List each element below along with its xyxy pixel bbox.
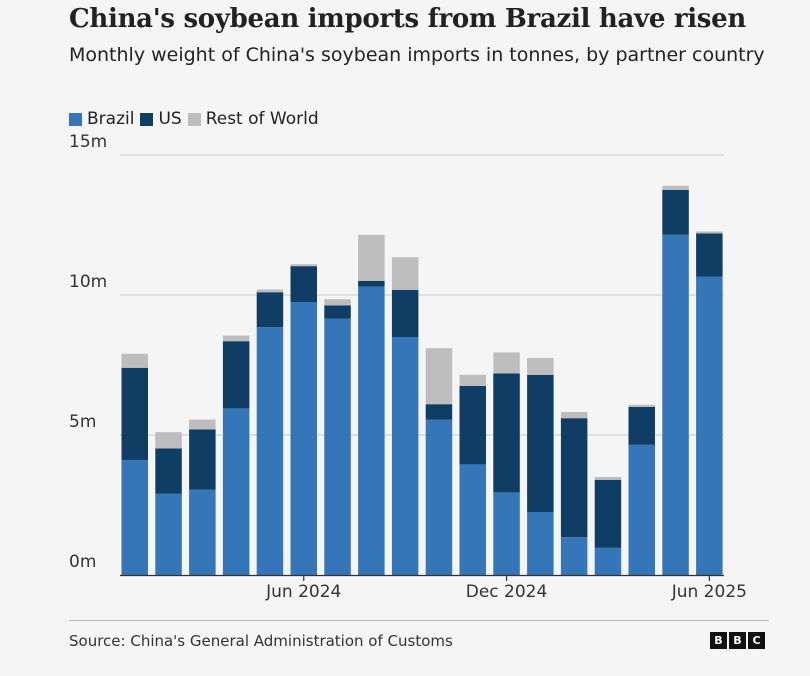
- bar-rest-of-world-2024-11: [459, 374, 486, 386]
- bbc-logo-letter: B: [729, 632, 746, 649]
- bar-rest-of-world-2024-02: [155, 432, 182, 449]
- bar-rest-of-world-2025-05: [662, 185, 689, 190]
- bar-us-2024-10: [425, 404, 453, 420]
- bar-brazil-2024-07: [324, 318, 351, 575]
- bar-rest-of-world-2024-04: [222, 335, 250, 342]
- bar-rest-of-world-2024-01: [121, 353, 148, 368]
- bar-rest-of-world-2024-07: [324, 299, 351, 306]
- legend-item-rest-of-world: Rest of World: [187, 109, 319, 129]
- y-tick-label: 0m: [69, 552, 96, 572]
- source-note: Source: China's General Administration o…: [69, 632, 453, 650]
- bar-us-2025-03: [594, 479, 622, 548]
- y-tick-label: 15m: [69, 132, 107, 152]
- bar-rest-of-world-2024-12: [493, 352, 520, 374]
- bar-us-2025-01: [527, 374, 554, 512]
- bar-rest-of-world-2025-06: [696, 231, 723, 234]
- bar-us-2025-05: [662, 190, 689, 235]
- bar-us-2024-01: [121, 367, 148, 461]
- y-tick-label: 10m: [69, 272, 107, 292]
- bar-us-2025-06: [696, 233, 723, 277]
- bar-brazil-2024-09: [391, 337, 419, 575]
- bar-brazil-2025-05: [662, 234, 689, 576]
- bar-brazil-2024-05: [256, 327, 284, 575]
- bar-brazil-2024-03: [189, 489, 216, 575]
- source-divider: [69, 620, 769, 621]
- bar-rest-of-world-2024-09: [391, 257, 419, 290]
- bar-us-2024-02: [155, 448, 182, 494]
- legend: Brazil US Rest of World: [69, 109, 325, 129]
- legend-label-rest-of-world: Rest of World: [205, 109, 319, 129]
- legend-swatch-brazil: [69, 112, 82, 126]
- bar-rest-of-world-2025-01: [527, 358, 554, 375]
- bbc-logo: B B C: [708, 632, 765, 649]
- bar-brazil-2024-06: [290, 302, 317, 575]
- bar-us-2024-04: [222, 341, 250, 409]
- bar-us-2025-02: [560, 418, 588, 538]
- bar-us-2024-05: [256, 292, 284, 328]
- bar-us-2024-11: [459, 386, 486, 465]
- x-tick-label: Jun 2025: [671, 582, 747, 602]
- stacked-bar-chart: 0m 5m 10m 15m Jun 2024 Dec 2024 Jun 2025: [69, 132, 747, 602]
- legend-swatch-rest-of-world: [187, 112, 201, 126]
- legend-item-brazil: Brazil: [69, 109, 134, 129]
- bar-rest-of-world-2024-08: [358, 234, 385, 281]
- bar-brazil-2024-11: [459, 464, 486, 575]
- bar-brazil-2024-01: [121, 460, 148, 575]
- bar-rest-of-world-2024-10: [425, 348, 453, 405]
- bar-rest-of-world-2024-03: [189, 419, 216, 430]
- bar-brazil-2024-10: [425, 419, 453, 575]
- chart-subtitle: Monthly weight of China's soybean import…: [69, 44, 765, 66]
- bar-brazil-2024-08: [358, 286, 385, 575]
- bar-rest-of-world-2025-04: [628, 404, 655, 407]
- legend-item-us: US: [140, 109, 182, 129]
- bbc-logo-letter: B: [710, 632, 727, 649]
- bar-us-2024-03: [189, 429, 216, 490]
- legend-label-brazil: Brazil: [87, 109, 135, 129]
- bar-brazil-2025-01: [527, 512, 554, 575]
- bar-brazil-2025-06: [696, 276, 723, 575]
- bar-us-2024-09: [391, 289, 419, 337]
- bar-rest-of-world-2024-05: [256, 289, 284, 293]
- chart-title: China's soybean imports from Brazil have…: [69, 4, 746, 34]
- bar-brazil-2024-12: [493, 492, 520, 575]
- bar-rest-of-world-2024-06: [290, 264, 317, 267]
- legend-label-us: US: [158, 109, 182, 129]
- bar-rest-of-world-2025-03: [594, 477, 622, 480]
- bar-brazil-2025-04: [628, 444, 655, 575]
- x-tick-label: Dec 2024: [466, 582, 548, 602]
- bar-rest-of-world-2025-02: [560, 412, 588, 419]
- bar-us-2025-04: [628, 407, 655, 445]
- bar-us-2024-12: [493, 373, 520, 493]
- bar-brazil-2025-02: [560, 537, 588, 575]
- bar-us-2024-06: [290, 266, 317, 302]
- bar-us-2024-08: [358, 281, 385, 287]
- bbc-logo-letter: C: [748, 632, 765, 649]
- bar-brazil-2024-02: [155, 493, 182, 575]
- x-tick-label: Jun 2024: [265, 582, 341, 602]
- bar-brazil-2024-04: [222, 408, 250, 575]
- y-tick-label: 5m: [69, 412, 96, 432]
- legend-swatch-us: [140, 112, 154, 126]
- bar-us-2024-07: [324, 305, 351, 319]
- bar-brazil-2025-03: [594, 547, 622, 575]
